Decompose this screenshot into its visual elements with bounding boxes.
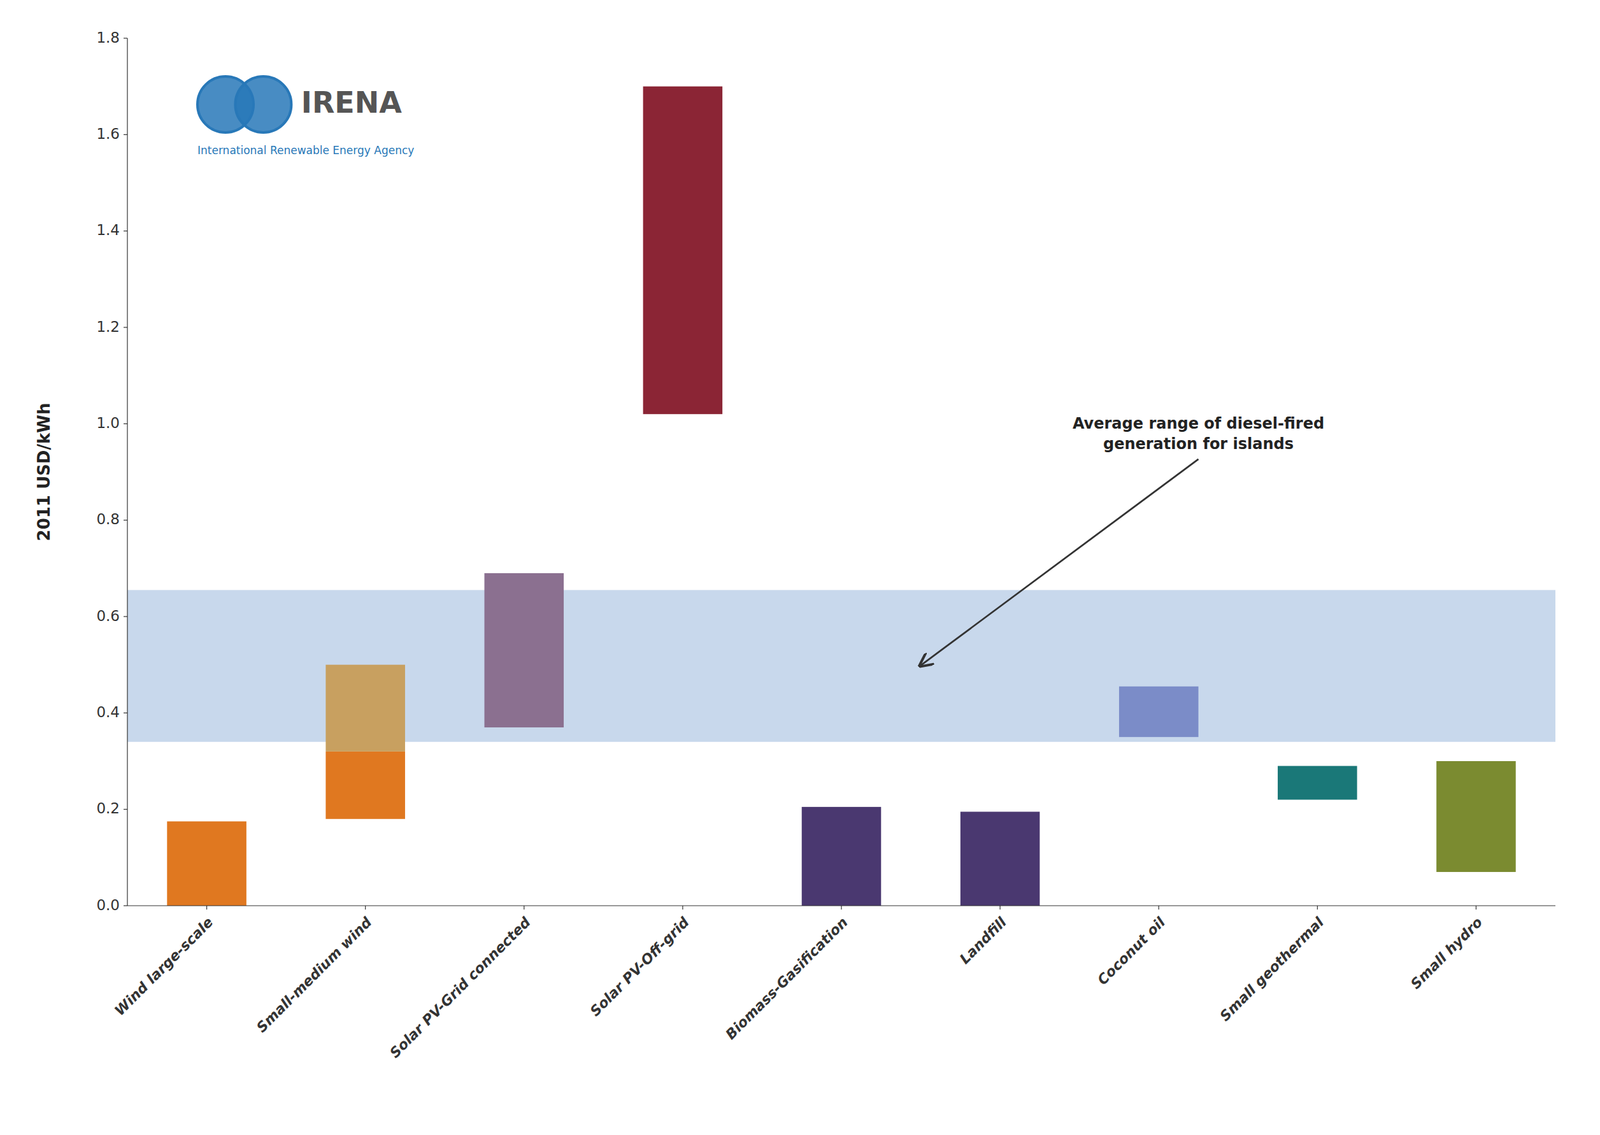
x-tick-label: Small geothermal bbox=[1216, 914, 1327, 1025]
logo: IRENA International Renewable Energy Agen… bbox=[197, 76, 415, 157]
x-tick-label: Small-medium wind bbox=[253, 914, 376, 1036]
y-tick bbox=[123, 905, 128, 906]
bar bbox=[643, 86, 723, 415]
x-tick bbox=[364, 905, 366, 910]
y-axis-label: 2011 USD/kWh bbox=[34, 403, 54, 542]
y-tick-label: 0.8 bbox=[96, 510, 120, 528]
x-tick-label: Small hydro bbox=[1407, 914, 1486, 992]
y-tick bbox=[123, 134, 128, 136]
x-tick bbox=[840, 905, 842, 910]
x-tick-label: Biomass-Gasification bbox=[722, 914, 851, 1043]
y-tick bbox=[123, 326, 128, 328]
y-tick bbox=[123, 712, 128, 714]
y-tick-label: 1.6 bbox=[96, 125, 120, 143]
x-tick bbox=[1475, 905, 1477, 910]
bar bbox=[960, 811, 1041, 906]
y-tick-label: 0.2 bbox=[96, 800, 120, 817]
x-tick bbox=[1158, 905, 1160, 910]
annotation: Average range of diesel-firedgeneration … bbox=[1072, 414, 1325, 453]
bar bbox=[325, 751, 406, 820]
x-tick-label: Solar PV-Grid connected bbox=[386, 914, 534, 1062]
x-tick-label: Solar PV-Off-grid bbox=[587, 914, 693, 1020]
y-tick bbox=[123, 37, 128, 39]
logo-circle bbox=[235, 76, 292, 133]
y-tick bbox=[123, 230, 128, 232]
x-tick bbox=[523, 905, 525, 910]
bar bbox=[1277, 766, 1358, 800]
y-tick-label: 0.0 bbox=[96, 896, 120, 914]
y-axis-line bbox=[126, 38, 128, 906]
plot-area bbox=[127, 38, 1556, 906]
bar bbox=[1119, 686, 1199, 737]
bar bbox=[484, 573, 565, 728]
x-tick-label: Wind large-scale bbox=[111, 914, 216, 1019]
x-tick bbox=[1000, 905, 1001, 910]
plot-group bbox=[127, 86, 1556, 906]
y-tick-label: 0.4 bbox=[96, 703, 120, 721]
y-tick-label: 1.0 bbox=[96, 414, 120, 432]
y-tick-label: 0.6 bbox=[96, 607, 120, 625]
bar bbox=[801, 807, 882, 906]
y-tick bbox=[123, 615, 128, 617]
chart: 0.0 0.2 0.4 0.6 0.8 1.0 1.2 1.4 1.6 1.8 Wind large… bbox=[0, 0, 1600, 1135]
y-tick bbox=[123, 519, 128, 521]
x-tick-label: Landfill bbox=[956, 914, 1011, 968]
bar bbox=[166, 821, 247, 906]
y-tick bbox=[123, 423, 128, 425]
y-tick-label: 1.4 bbox=[96, 221, 120, 239]
logo-text: IRENA bbox=[301, 85, 402, 120]
x-tick bbox=[206, 905, 208, 910]
bar bbox=[1436, 761, 1516, 872]
y-tick-label: 1.8 bbox=[96, 29, 120, 46]
x-tick bbox=[1317, 905, 1318, 910]
x-tick-label: Coconut oil bbox=[1094, 914, 1169, 988]
logo-subtitle: International Renewable Energy Agency bbox=[197, 143, 415, 157]
annotation-arrow bbox=[919, 459, 1199, 667]
y-tick-label: 1.2 bbox=[96, 318, 120, 336]
bar bbox=[325, 664, 406, 752]
y-tick bbox=[123, 808, 128, 810]
x-tick bbox=[682, 905, 683, 910]
